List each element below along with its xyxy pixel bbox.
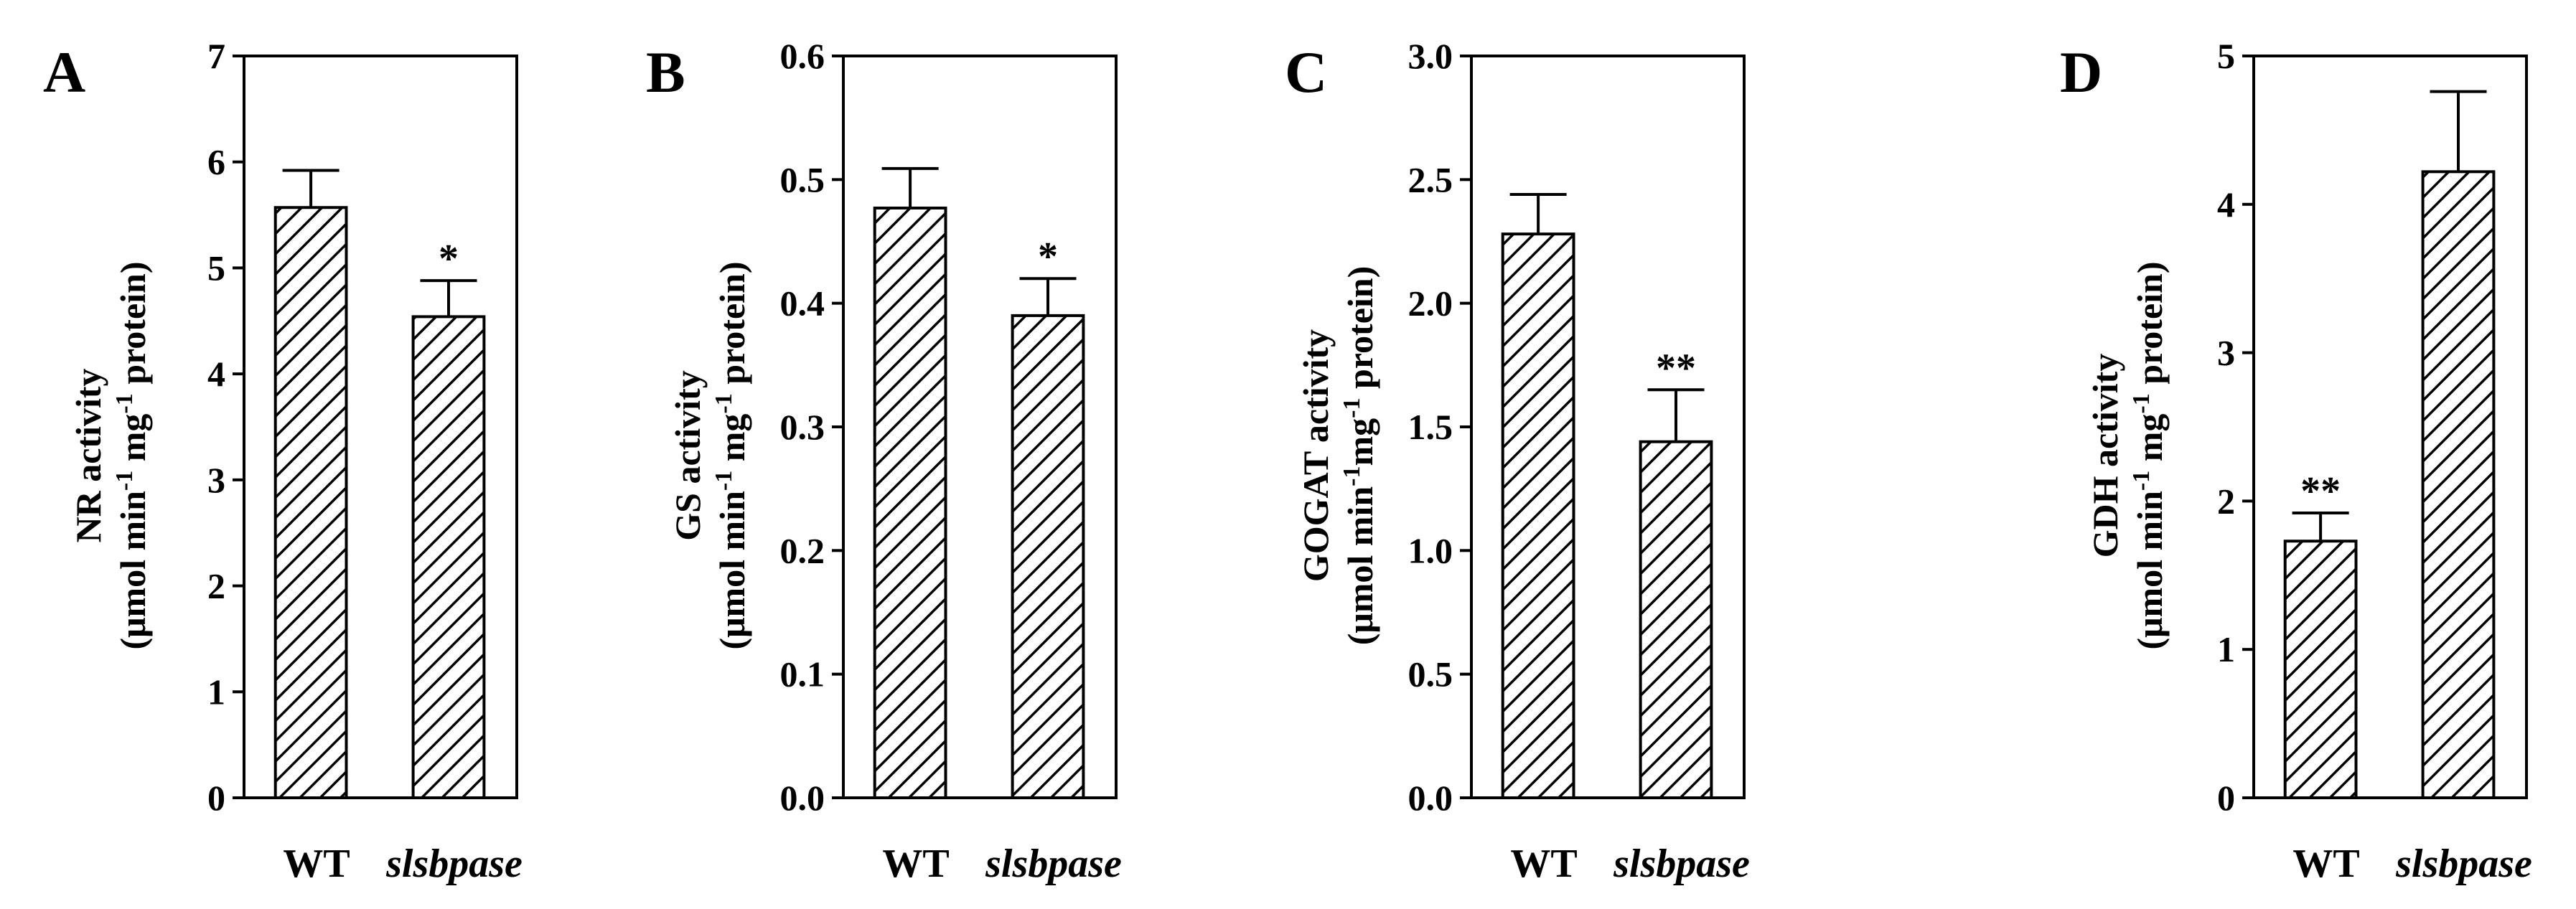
y-tick-label: 0.6 — [780, 36, 825, 76]
y-tick-label: 0 — [2217, 778, 2235, 818]
y-tick-label: 3 — [2217, 333, 2235, 373]
y-axis-title-line2: (μmol min-1mg-1 protein) — [1339, 266, 1381, 646]
category-label: slsbpase — [385, 842, 523, 886]
bar — [273, 206, 348, 799]
unit-text: protein) — [113, 262, 153, 394]
y-tick-label: 1 — [207, 672, 225, 712]
y-tick-label: 3 — [207, 460, 225, 500]
category-label: WT — [283, 842, 350, 886]
category-label: WT — [1510, 842, 1577, 886]
y-tick-label: 4 — [207, 354, 225, 394]
panel-a: A 0 1 2 3 4 5 6 7 * WT slsbpase NR activity(μmol min… — [43, 36, 523, 886]
y-tick-label: 0.4 — [780, 283, 825, 324]
y-axis-title-line2: (μmol min-1 mg-1 protein) — [111, 262, 154, 650]
y-tick-label: 3.0 — [1408, 36, 1453, 76]
bar — [2283, 540, 2358, 800]
y-axis-title-line1: NR activity — [68, 369, 108, 543]
unit-text: (μmol min — [2130, 491, 2170, 650]
unit-text: mg — [1340, 418, 1380, 466]
y-tick-label: 0.0 — [780, 778, 825, 818]
unit-text: protein) — [2130, 262, 2170, 394]
y-tick-label: 2.5 — [1408, 159, 1453, 199]
y-tick-label: 7 — [207, 36, 225, 76]
bar — [411, 315, 486, 799]
y-axis-title-line1: GOGAT activity — [1296, 329, 1336, 582]
unit-superscript: -1 — [1339, 398, 1365, 418]
y-tick-label: 1 — [2217, 629, 2235, 669]
unit-superscript: -1 — [2128, 471, 2155, 491]
y-tick-label: 4 — [2217, 184, 2235, 225]
plot-frame — [2252, 55, 2528, 799]
panel-letter: C — [1285, 39, 1327, 105]
y-tick-label: 2 — [207, 566, 225, 606]
y-tick-label: 2.0 — [1408, 283, 1453, 324]
y-tick-label: 0.3 — [780, 407, 825, 447]
y-tick-label: 0.1 — [780, 654, 825, 694]
panel-d: D 0 1 2 3 4 5 ** WT slsbpase GDH activity(μmol min… — [2060, 36, 2532, 886]
unit-text: (μmol min — [113, 491, 153, 650]
bar — [1639, 440, 1713, 799]
significance-label: * — [1038, 235, 1058, 279]
unit-superscript: -1 — [2128, 393, 2155, 413]
unit-text: mg — [712, 414, 752, 471]
y-tick-label: 0.0 — [1408, 778, 1453, 818]
y-tick-label: 1.5 — [1408, 407, 1453, 447]
unit-text: mg — [2130, 414, 2170, 471]
category-label: WT — [882, 842, 949, 886]
plot-frame — [243, 55, 518, 799]
unit-superscript: -1 — [111, 393, 138, 413]
unit-text: protein) — [712, 262, 752, 394]
y-axis-title-line2: (μmol min-1 mg-1 protein) — [2128, 262, 2170, 650]
category-label: WT — [2292, 842, 2359, 886]
unit-text: (μmol min — [712, 491, 752, 650]
y-axis-title-line1: GDH activity — [2085, 354, 2125, 558]
y-tick-label: 0.5 — [780, 159, 825, 199]
panel-letter: B — [646, 39, 685, 105]
unit-text: (μmol min — [1340, 486, 1380, 646]
y-tick-label: 0.5 — [1408, 654, 1453, 694]
unit-superscript: -1 — [711, 471, 737, 491]
panel-b: B 0.0 0.1 0.2 0.3 0.4 0.5 0.6 * WT slsbpase GS acti… — [646, 36, 1122, 886]
y-tick-label: 6 — [207, 142, 225, 182]
bar — [1011, 314, 1085, 799]
unit-text: protein) — [1340, 266, 1380, 398]
panel-letter: D — [2060, 39, 2102, 105]
y-axis-title-line1: GS activity — [668, 370, 708, 540]
significance-label: * — [439, 237, 459, 281]
bar — [873, 206, 947, 800]
unit-text: mg — [113, 414, 153, 471]
y-tick-label: 5 — [2217, 36, 2235, 76]
category-label: slsbpase — [985, 842, 1122, 886]
y-axis-title-line2: (μmol min-1 mg-1 protein) — [711, 262, 753, 650]
unit-superscript: -1 — [711, 393, 737, 413]
panel-c: C 0.0 0.5 1.0 1.5 2.0 2.5 3.0 ** WT slsbpase GOGAT … — [1285, 36, 1750, 886]
y-tick-label: 0 — [207, 778, 225, 818]
y-tick-label: 5 — [207, 248, 225, 288]
y-tick-label: 1.0 — [1408, 530, 1453, 570]
significance-label: ** — [2300, 469, 2341, 514]
significance-label: ** — [1656, 346, 1696, 390]
y-tick-label: 2 — [2217, 481, 2235, 521]
category-label: slsbpase — [2395, 842, 2532, 886]
panel-letter: A — [43, 39, 85, 105]
unit-superscript: -1 — [111, 471, 138, 491]
bar — [2421, 170, 2496, 799]
bar — [1501, 232, 1575, 800]
y-tick-label: 0.2 — [780, 530, 825, 570]
category-label: slsbpase — [1613, 842, 1750, 886]
unit-superscript: -1 — [1339, 466, 1365, 486]
